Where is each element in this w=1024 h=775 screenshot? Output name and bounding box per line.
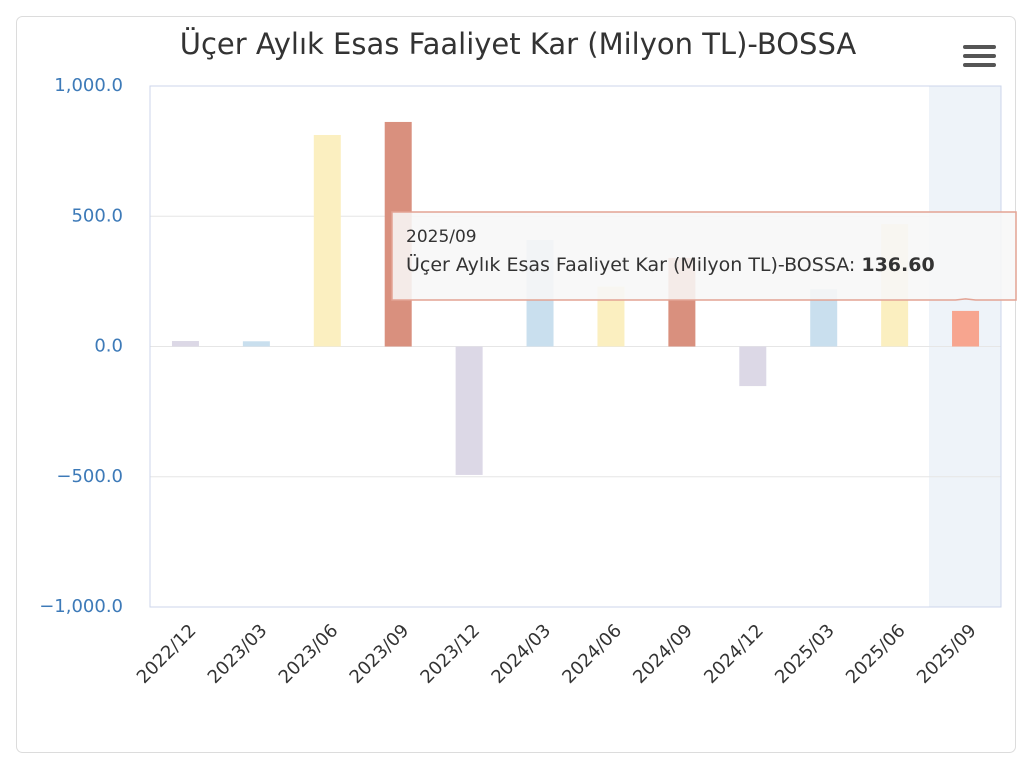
tooltip-value: 136.60 (861, 254, 934, 276)
menu-line[interactable] (963, 45, 996, 49)
bar (739, 346, 767, 387)
tooltip: 2025/09 Üçer Aylık Esas Faaliyet Kar (Mil… (391, 211, 1017, 301)
y-tick-label: 1,000.0 (54, 75, 123, 96)
menu-line[interactable] (963, 54, 996, 58)
y-tick-label: −500.0 (56, 466, 123, 487)
tooltip-body: Üçer Aylık Esas Faaliyet Kar (Milyon TL)… (406, 253, 935, 276)
plot-border (149, 85, 1002, 608)
chart-title: Üçer Aylık Esas Faaliyet Kar (Milyon TL)… (180, 27, 857, 61)
tooltip-box (391, 211, 1017, 301)
card (16, 16, 1016, 753)
bar (171, 341, 199, 347)
menu-line[interactable] (963, 63, 996, 67)
bar (455, 346, 483, 475)
bar (313, 134, 341, 347)
bar (242, 341, 270, 347)
bar (952, 310, 980, 347)
tooltip-sep: : (849, 254, 861, 276)
menu-button[interactable] (963, 45, 996, 67)
y-tick-label: −1,000.0 (39, 596, 123, 617)
y-tick-label: 0.0 (94, 336, 123, 357)
y-tick-label: 500.0 (71, 205, 123, 226)
tooltip-header: 2025/09 (406, 227, 477, 247)
tooltip-series: Üçer Aylık Esas Faaliyet Kar (Milyon TL)… (406, 253, 849, 276)
